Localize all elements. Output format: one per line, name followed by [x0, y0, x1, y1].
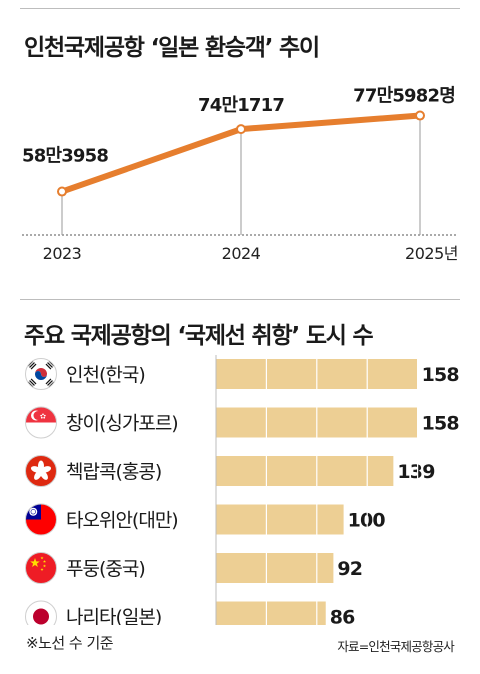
value-label: 139	[397, 461, 434, 483]
data-label: 74만1717	[198, 95, 284, 116]
bar-row: 첵랍콕(홍콩) 139	[25, 455, 435, 487]
category-label: 인천(한국)	[66, 364, 145, 386]
sun-core	[31, 509, 36, 514]
hongkong-flag-icon	[25, 455, 57, 487]
taegeuk-red	[35, 368, 47, 377]
china-flag-icon	[25, 552, 57, 584]
category-label: 창이(싱가포르)	[66, 413, 178, 435]
x-tick-label: 2023	[43, 244, 82, 263]
bar-chart: 인천(한국) 158 창이(싱가포르) 158 첵랍콕(홍콩) 139 타오위안(대만) 10…	[25, 355, 460, 626]
top-rule	[20, 8, 460, 9]
flag-border	[25, 406, 57, 439]
x-tick-label: 2025년	[405, 244, 458, 263]
flag-border	[25, 503, 57, 536]
taegeuk-blue	[35, 371, 47, 380]
bar	[216, 504, 344, 535]
singapore-flag-icon	[25, 407, 57, 438]
flag-border	[25, 552, 57, 584]
trigram-bar	[45, 363, 52, 370]
trigram-bar	[29, 362, 35, 368]
star	[42, 413, 44, 416]
bar	[216, 456, 394, 486]
star	[43, 416, 46, 419]
trigram-bar	[30, 378, 37, 385]
bar	[216, 601, 326, 625]
flag-border	[25, 358, 57, 390]
footnote: ※노선 수 기준	[26, 634, 114, 652]
bar-row: 창이(싱가포르) 158	[25, 406, 460, 439]
trigram-bar	[47, 362, 53, 368]
flag-border	[25, 455, 57, 487]
star	[43, 414, 46, 417]
trigram-bar	[30, 363, 37, 370]
source-credit: 자료=인천국제공항공사	[337, 639, 454, 654]
bar-row: 푸둥(중국) 92	[25, 552, 363, 584]
bauhinia-petal	[34, 470, 43, 480]
trigram-bar	[29, 380, 35, 386]
small-star	[42, 559, 47, 563]
japan-flag-icon	[25, 601, 57, 625]
line-chart: 58만3958 74만1717 77만5982명 2023 2024 2025년	[22, 86, 459, 263]
data-label: 58만3958	[22, 146, 108, 167]
trigram-bar	[47, 380, 53, 386]
line-chart-title: 인천국제공항 ‘일본 환승객’ 추이	[24, 35, 320, 61]
small-star	[40, 556, 44, 560]
star	[40, 414, 43, 417]
data-label: 77만5982명	[353, 86, 455, 107]
category-label: 푸둥(중국)	[66, 558, 145, 580]
data-point	[415, 110, 425, 121]
value-label: 92	[337, 558, 362, 580]
hinomaru	[33, 608, 49, 625]
star	[40, 416, 43, 419]
category-label: 나리타(일본)	[66, 607, 161, 626]
flag-border	[25, 600, 57, 625]
trigram-bar	[45, 378, 52, 385]
category-label: 타오위안(대만)	[66, 510, 178, 532]
bar-row: 타오위안(대만) 100	[25, 503, 386, 536]
data-point	[236, 124, 246, 135]
value-label: 158	[422, 364, 460, 386]
small-star	[42, 564, 47, 568]
crescent-inner	[33, 411, 43, 420]
big-star	[30, 558, 40, 568]
small-star	[40, 567, 44, 571]
bauhinia-petal	[30, 466, 42, 473]
data-point	[57, 186, 67, 197]
value-label: 158	[422, 413, 460, 435]
bar-chart-title: 주요 국제공항의 ‘국제선 취항’ 도시 수	[24, 323, 374, 349]
bar-row: 인천(한국) 158	[25, 358, 460, 390]
bar	[216, 553, 334, 583]
section-divider	[20, 299, 460, 300]
x-tick-label: 2024	[222, 244, 261, 263]
bar-row: 나리타(일본) 86	[25, 600, 356, 626]
category-label: 첵랍콕(홍콩)	[66, 461, 161, 483]
value-label: 100	[348, 510, 386, 532]
value-label: 86	[330, 607, 355, 626]
